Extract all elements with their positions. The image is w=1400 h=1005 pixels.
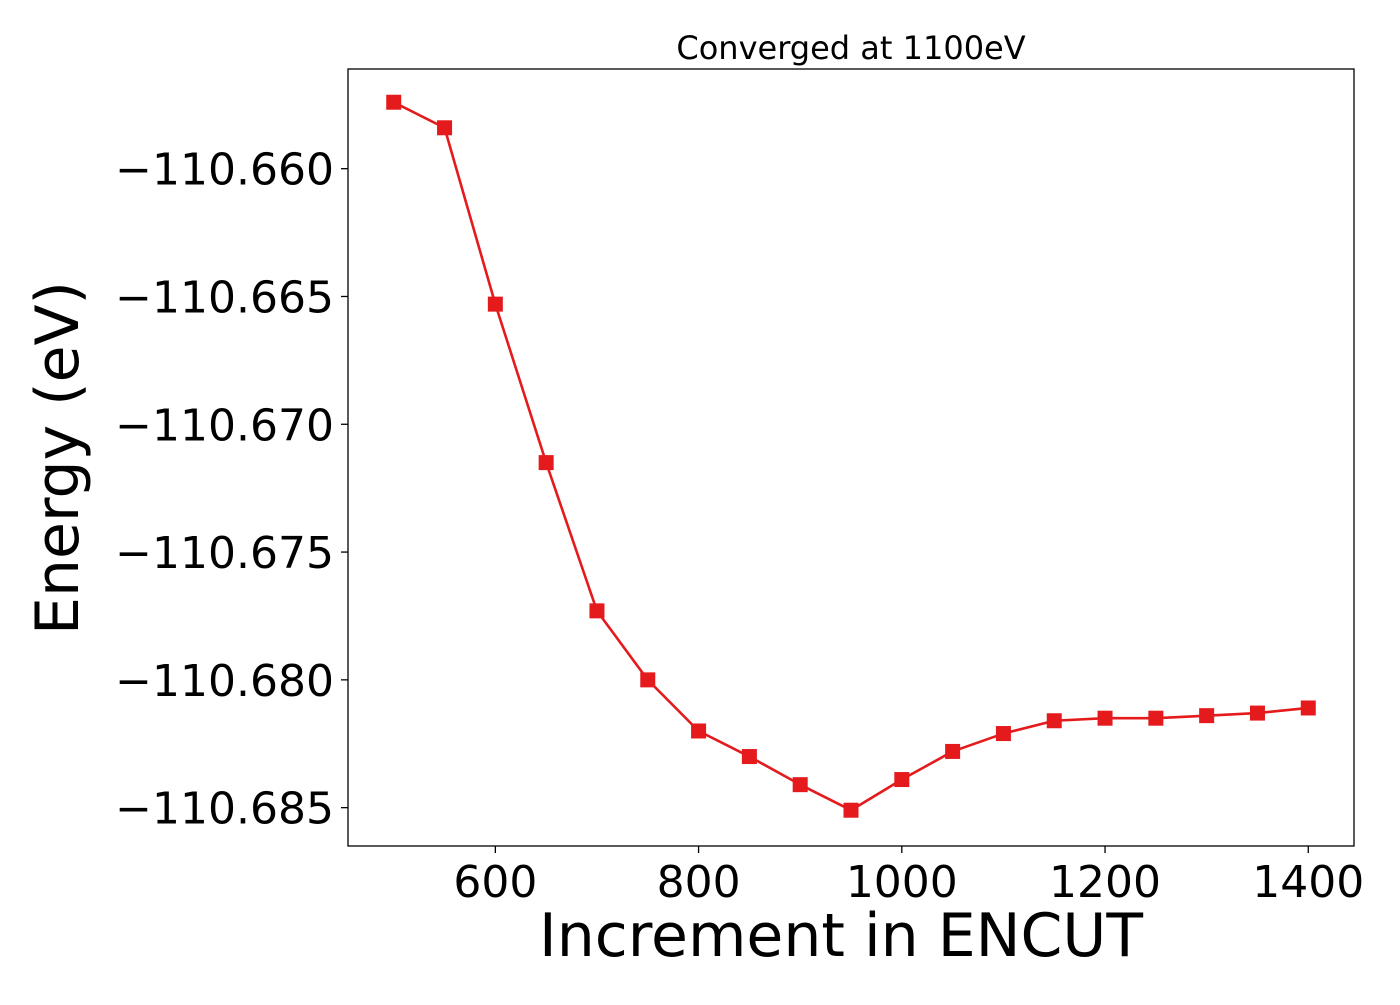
data-point-marker — [1046, 713, 1062, 729]
plot-frame — [347, 68, 1355, 847]
data-point-marker — [1097, 710, 1113, 726]
data-point-marker — [487, 296, 503, 312]
data-point-marker — [437, 120, 453, 136]
data-point-marker — [538, 455, 554, 471]
data-point-marker — [1148, 710, 1164, 726]
data-point-marker — [386, 94, 402, 110]
data-point-marker — [843, 802, 859, 818]
data-point-marker — [691, 723, 707, 739]
y-axis-title: Energy (eV) — [23, 281, 93, 635]
data-point-marker — [995, 726, 1011, 742]
data-point-marker — [640, 672, 656, 688]
x-axis-title: Increment in ENCUT — [539, 901, 1143, 971]
series-line — [393, 101, 1309, 812]
x-tick-label: 1200 — [1049, 857, 1161, 908]
x-tick-label: 600 — [453, 857, 537, 908]
series-layer — [386, 94, 1316, 818]
y-tick-label: −110.680 — [115, 656, 334, 707]
y-tick-label: −110.665 — [115, 272, 334, 323]
chart-title: Converged at 1100eV — [676, 29, 1025, 67]
x-tick-label: 1000 — [846, 857, 958, 908]
data-point-marker — [589, 603, 605, 619]
y-tick-label: −110.670 — [115, 400, 334, 451]
data-point-marker — [741, 749, 757, 765]
x-tick-label: 800 — [657, 857, 741, 908]
y-axis: −110.660 −110.665 −110.670 −110.675 −110.680… — [115, 145, 348, 835]
data-point-marker — [894, 772, 910, 788]
y-tick-label: −110.660 — [115, 145, 334, 196]
y-tick-label: −110.685 — [115, 784, 334, 835]
x-tick-label: 1400 — [1252, 857, 1364, 908]
data-point-marker — [1249, 705, 1265, 721]
y-tick-label: −110.675 — [115, 528, 334, 579]
data-point-marker — [1199, 708, 1215, 724]
data-point-marker — [1300, 700, 1316, 716]
data-point-marker — [792, 777, 808, 793]
x-axis: 600 800 1000 1200 1400 — [453, 846, 1364, 908]
data-point-marker — [945, 743, 961, 759]
